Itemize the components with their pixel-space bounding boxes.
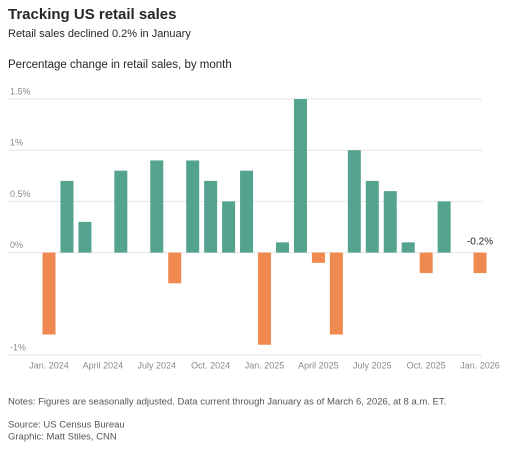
- bar: [150, 160, 164, 253]
- bar: [347, 150, 361, 253]
- bar: [437, 201, 451, 253]
- bar: [168, 252, 182, 284]
- bar: [401, 242, 415, 253]
- x-tick-label: Jan. 2025: [245, 360, 285, 370]
- bar: [186, 160, 200, 253]
- source: Source: US Census Bureau: [8, 420, 125, 431]
- bar: [222, 201, 236, 253]
- bar: [473, 252, 487, 274]
- note: Notes: Figures are seasonally adjusted. …: [8, 397, 446, 408]
- y-tick-label: -1%: [10, 342, 26, 352]
- x-tick-label: Oct. 2024: [191, 360, 230, 370]
- x-tick-label: Jan. 2024: [29, 360, 69, 370]
- bar: [311, 252, 325, 263]
- value-label: -0.2%: [467, 237, 493, 248]
- x-tick-label: Oct. 2025: [407, 360, 446, 370]
- bar: [78, 221, 92, 253]
- x-tick-label: July 2024: [137, 360, 176, 370]
- bar: [275, 242, 289, 253]
- bar: [42, 252, 56, 335]
- bar: [383, 191, 397, 253]
- y-tick-label: 0%: [10, 240, 23, 250]
- chart-title: Tracking US retail sales: [8, 6, 176, 23]
- bar: [114, 170, 128, 253]
- credit: Graphic: Matt Stiles, CNN: [8, 432, 117, 443]
- bar: [240, 170, 254, 253]
- bar: [204, 180, 218, 253]
- bar: [365, 180, 379, 253]
- x-tick-label: April 2024: [83, 360, 124, 370]
- bar: [60, 180, 74, 253]
- x-tick-label: April 2025: [298, 360, 339, 370]
- bar: [329, 252, 343, 335]
- chart-heading: Percentage change in retail sales, by mo…: [8, 59, 232, 71]
- bar: [293, 99, 307, 253]
- bar: [258, 252, 272, 345]
- bar: [419, 252, 433, 274]
- subtitle: Retail sales declined 0.2% in January: [8, 28, 191, 40]
- y-tick-label: 1%: [10, 138, 23, 148]
- y-tick-label: 1.5%: [10, 86, 31, 96]
- x-tick-label: Jan. 2026: [460, 360, 500, 370]
- y-tick-label: 0.5%: [10, 189, 31, 199]
- x-tick-label: July 2025: [353, 360, 392, 370]
